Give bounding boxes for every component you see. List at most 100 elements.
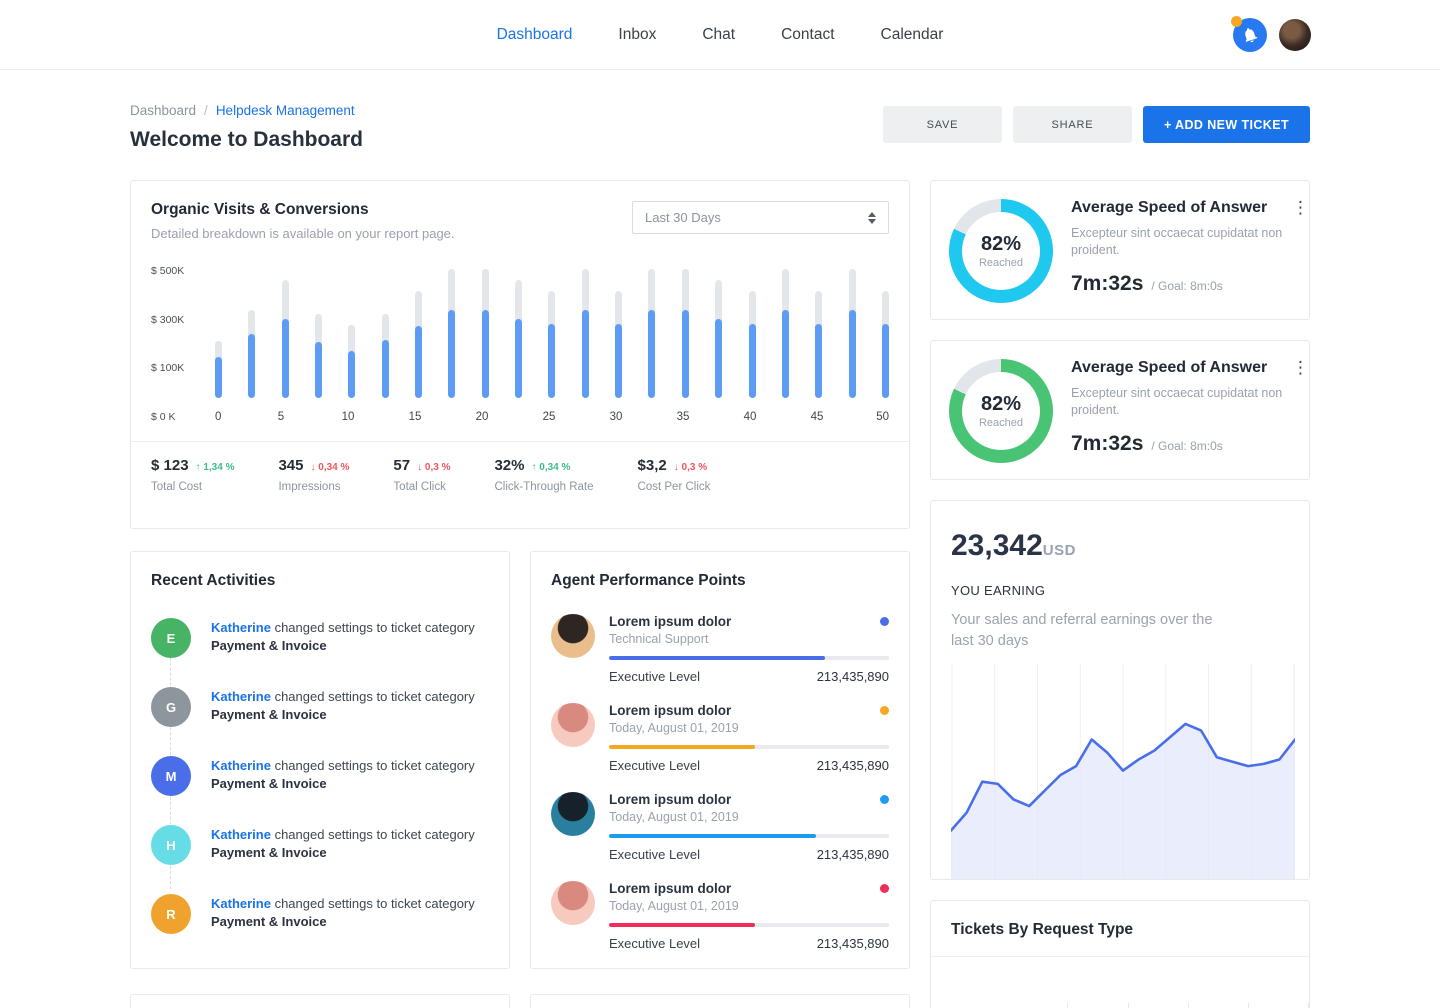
main-nav: Dashboard Inbox Chat Contact Calendar (497, 26, 944, 44)
arrow-up-icon: ↑ (195, 462, 201, 473)
bar (848, 268, 856, 398)
avatar (551, 614, 595, 658)
earnings-card: 23,342 USD YOU EARNING Your sales and re… (930, 500, 1310, 880)
bar (715, 280, 723, 398)
bar (315, 313, 323, 398)
tickets-by-request-type-card: Tickets By Request Type (930, 900, 1310, 1008)
nav-item-calendar[interactable]: Calendar (880, 25, 944, 43)
breadcrumb-separator: / (204, 103, 208, 118)
nav-item-dashboard[interactable]: Dashboard (496, 25, 573, 43)
bar (781, 268, 789, 398)
bar (548, 290, 556, 398)
arrow-down-icon: ↓ (417, 462, 423, 473)
card-partial-middle (530, 994, 910, 1008)
nav-item-chat[interactable]: Chat (702, 25, 736, 43)
add-new-ticket-button[interactable]: + ADD NEW TICKET (1142, 106, 1310, 143)
recent-activities-title: Recent Activities (151, 572, 276, 589)
bar (381, 313, 389, 398)
nav-item-inbox[interactable]: Inbox (618, 25, 657, 43)
avatar: R (151, 894, 191, 934)
stats-divider (131, 441, 909, 442)
organic-bars (215, 265, 889, 398)
stat-total-cost: $ 123 ↑ 1,34 % Total Cost (151, 457, 235, 493)
user-avatar[interactable] (1279, 19, 1311, 51)
earning-description: Your sales and referral earnings over th… (951, 612, 1213, 649)
bar (748, 290, 756, 398)
breadcrumb: Dashboard / Helpdesk Management (130, 103, 1310, 118)
reached-donut-chart: 82% Reached (949, 199, 1053, 303)
agent-row[interactable]: Lorem ipsum dolor Today, August 01, 2019… (551, 792, 889, 862)
avatar (551, 703, 595, 747)
avatar: G (151, 687, 191, 727)
date-range-select[interactable]: Last 30 Days (632, 201, 889, 234)
agent-performance-title: Agent Performance Points (551, 572, 746, 589)
agent-row[interactable]: Lorem ipsum dolor Technical Support Exec… (551, 614, 889, 684)
nav-item-contact[interactable]: Contact (781, 25, 835, 43)
bar (215, 340, 222, 398)
activity-item[interactable]: M Katherine changed settings to ticket c… (151, 756, 489, 796)
average-speed-card-1: 82% Reached Average Speed of Answer ⋮ Ex… (930, 180, 1310, 320)
status-dot (880, 884, 889, 893)
organic-bar-chart: $ 500K $ 300K $ 100K $ 0 K 0 5 10 15 20 25 30 35 40… (151, 265, 889, 423)
bar (581, 268, 589, 398)
avatar: H (151, 825, 191, 865)
kebab-menu-icon[interactable]: ⋮ (1292, 358, 1309, 377)
earning-label: YOU EARNING (951, 583, 1046, 598)
tickets-chart-gridlines (951, 957, 1309, 1008)
organic-x-axis: 0 5 10 15 20 25 30 35 40 45 50 (215, 411, 889, 423)
top-navigation-bar: Dashboard Inbox Chat Contact Calendar (0, 0, 1440, 70)
bar (415, 290, 423, 398)
organic-card-subtitle: Detailed breakdown is available on your … (151, 226, 455, 241)
activity-item[interactable]: E Katherine changed settings to ticket c… (151, 618, 489, 658)
avatar (551, 881, 595, 925)
bar (815, 290, 823, 398)
agent-row[interactable]: Lorem ipsum dolor Today, August 01, 2019… (551, 881, 889, 951)
agent-performance-card: Agent Performance Points Lorem ipsum dol… (530, 551, 910, 969)
arrow-up-icon: ↑ (531, 462, 537, 473)
earning-amount: 23,342 (951, 529, 1043, 562)
breadcrumb-helpdesk-management[interactable]: Helpdesk Management (215, 103, 355, 118)
stat-total-click: 57 ↓ 0,3 % Total Click (393, 457, 451, 493)
performance-progress-bar (609, 656, 889, 660)
avatar: E (151, 618, 191, 658)
stat-cost-per-click: $3,2 ↓ 0,3 % Cost Per Click (637, 457, 711, 493)
bar (648, 268, 656, 398)
notifications-button[interactable] (1231, 16, 1267, 52)
date-range-value: Last 30 Days (645, 210, 721, 225)
earning-chart (951, 664, 1295, 879)
activity-item[interactable]: G Katherine changed settings to ticket c… (151, 687, 489, 727)
agent-row[interactable]: Lorem ipsum dolor Today, August 01, 2019… (551, 703, 889, 773)
status-dot (880, 706, 889, 715)
bar (281, 280, 289, 398)
page-title: Welcome to Dashboard (130, 128, 363, 151)
share-button[interactable]: SHARE (1012, 106, 1132, 143)
organic-visits-card: Organic Visits & Conversions Detailed br… (130, 180, 910, 529)
stat-impressions: 345 ↓ 0,34 % Impressions (278, 457, 350, 493)
bar (448, 268, 456, 398)
activity-item[interactable]: H Katherine changed settings to ticket c… (151, 825, 489, 865)
status-dot (880, 795, 889, 804)
arrow-down-icon: ↓ (310, 462, 316, 473)
average-speed-card-2: 82% Reached Average Speed of Answer ⋮ Ex… (930, 340, 1310, 480)
organic-stats-row: $ 123 ↑ 1,34 % Total Cost 345 ↓ 0,34 % I… (151, 442, 889, 493)
avatar: M (151, 756, 191, 796)
recent-activities-card: Recent Activities E Katherine changed se… (130, 551, 510, 969)
status-dot (880, 617, 889, 626)
breadcrumb-dashboard[interactable]: Dashboard (130, 103, 197, 118)
bar (615, 290, 623, 398)
activity-item[interactable]: R Katherine changed settings to ticket c… (151, 894, 489, 934)
reached-donut-chart: 82% Reached (949, 359, 1053, 463)
bar (348, 325, 356, 398)
bar (515, 280, 523, 398)
kebab-menu-icon[interactable]: ⋮ (1292, 198, 1309, 217)
earning-currency: USD (1042, 542, 1076, 559)
select-arrows-icon (868, 211, 876, 224)
performance-progress-bar (609, 745, 889, 749)
stat-click-through-rate: 32% ↑ 0,34 % Click-Through Rate (494, 457, 594, 493)
performance-progress-bar (609, 834, 889, 838)
tickets-divider (931, 956, 1309, 957)
bar (481, 268, 489, 398)
organic-card-title: Organic Visits & Conversions (151, 201, 369, 218)
save-button[interactable]: SAVE (882, 106, 1002, 143)
bar (248, 309, 256, 398)
